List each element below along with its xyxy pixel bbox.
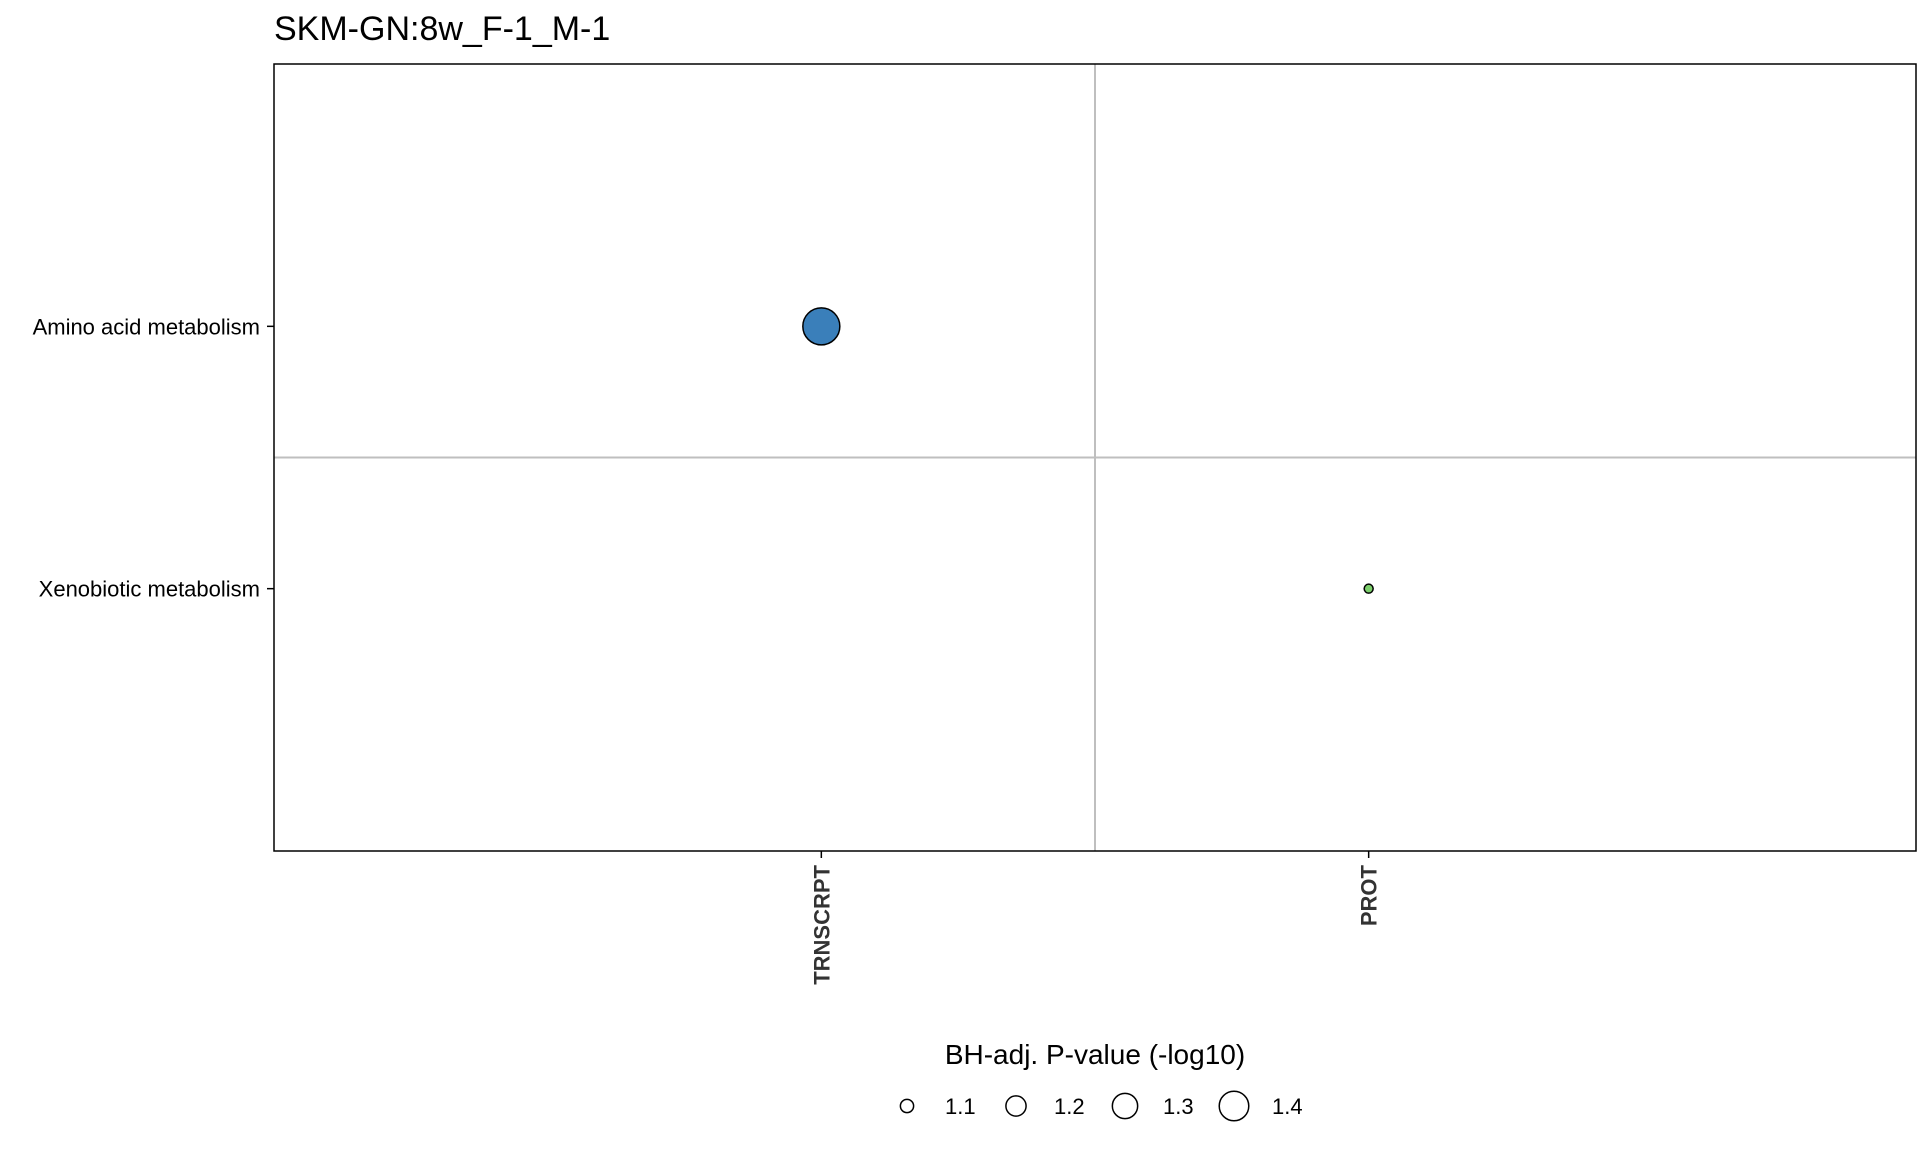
y-tick-label: Amino acid metabolism [33,314,260,339]
legend-key [1218,1090,1250,1122]
legend-title: BH-adj. P-value (-log10) [945,1039,1245,1070]
legend-key [1005,1095,1027,1117]
data-point [802,307,841,346]
legend-key [1111,1092,1139,1120]
grid-lines [274,64,1916,851]
points [802,307,1374,594]
y-tick-label: Xenobiotic metabolism [39,577,260,602]
data-point [1363,583,1374,594]
y-axis: Amino acid metabolism Xenobiotic metaboli… [33,314,274,602]
legend: BH-adj. P-value (-log10) 1.1 1.2 1.3 1.4 [899,1039,1303,1122]
chart-title: SKM-GN:8w_F-1_M-1 [274,10,610,48]
x-axis: TRNSCRPT PROT [809,851,1382,985]
x-tick-label: PROT [1357,864,1382,926]
legend-label: 1.4 [1272,1094,1303,1119]
legend-keys: 1.1 1.2 1.3 1.4 [899,1090,1303,1122]
plot-panel [273,63,1917,852]
x-tick-label: TRNSCRPT [809,864,834,984]
legend-key [899,1098,915,1114]
legend-label: 1.3 [1163,1094,1194,1119]
legend-label: 1.2 [1054,1094,1085,1119]
legend-label: 1.1 [945,1094,976,1119]
